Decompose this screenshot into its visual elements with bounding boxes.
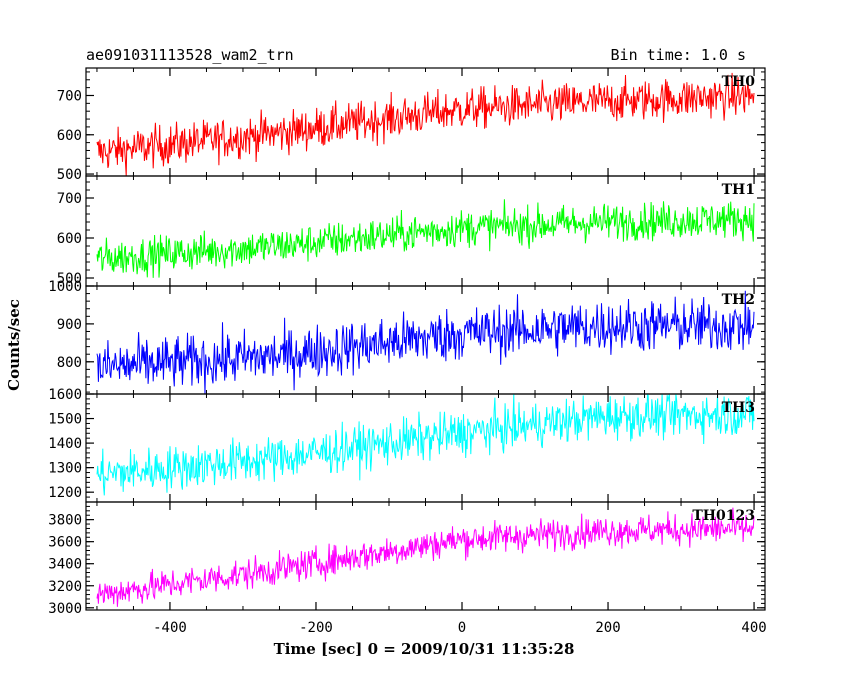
y-tick-label: 500 xyxy=(57,167,82,183)
panel-th2: 800 900 1000 TH2 xyxy=(48,279,766,395)
y-tick-label: 1200 xyxy=(48,485,82,501)
y-tick-label: 600 xyxy=(57,128,82,144)
panel-label-th2: TH2 xyxy=(722,292,755,308)
y-tick-label: 900 xyxy=(57,317,82,333)
panel-th0123: 3000 3200 3400 3600 3800 TH0123 -400 -200 0 200 40… xyxy=(48,501,767,636)
x-axis-label: Time [sec] 0 = 2009/10/31 11:35:28 xyxy=(274,640,575,658)
series-line-th0 xyxy=(96,72,755,177)
bin-time-label: Bin time: 1.0 s xyxy=(611,46,746,64)
x-tick-label: -400 xyxy=(153,620,187,636)
y-tick-label: 1600 xyxy=(48,387,82,403)
panels-group: 500 600 700 TH0 500 600 700 TH1 800 900 1000 TH2 120… xyxy=(48,67,767,636)
panel-frame xyxy=(85,501,766,611)
series-line-th1 xyxy=(96,199,755,278)
panel-label-th0123: TH0123 xyxy=(692,508,755,524)
y-tick-label: 500 xyxy=(57,271,82,287)
panel-frame xyxy=(85,393,766,503)
x-tick-label: 200 xyxy=(595,620,620,636)
panel-label-th0: TH0 xyxy=(722,74,756,90)
y-tick-label: 1400 xyxy=(48,436,82,452)
x-tick-label: 0 xyxy=(458,620,466,636)
y-tick-label: 1300 xyxy=(48,461,82,477)
y-tick-label: 3000 xyxy=(48,601,82,617)
x-tick-label: 400 xyxy=(741,620,766,636)
y-tick-label: 3400 xyxy=(48,557,82,573)
figure-title: ae091031113528_wam2_trn xyxy=(86,46,294,64)
panel-th3: 1200 1300 1400 1500 1600 TH3 xyxy=(48,387,766,503)
series-line-th0123 xyxy=(96,507,755,607)
panel-th1: 500 600 700 TH1 xyxy=(57,175,766,287)
panel-label-th1: TH1 xyxy=(722,182,755,198)
x-tick-label: -200 xyxy=(299,620,333,636)
y-tick-label: 700 xyxy=(57,191,82,207)
y-tick-label: 700 xyxy=(57,88,82,104)
y-tick-label: 3200 xyxy=(48,579,82,595)
y-tick-label: 3600 xyxy=(48,535,82,551)
series-line-th3 xyxy=(96,393,755,496)
series-line-th2 xyxy=(96,290,755,395)
y-tick-label: 800 xyxy=(57,355,82,371)
y-tick-label: 3800 xyxy=(48,513,82,529)
y-tick-label: 1500 xyxy=(48,412,82,428)
y-tick-label: 600 xyxy=(57,231,82,247)
y-tick-label: 1000 xyxy=(48,279,82,295)
panel-th0: 500 600 700 TH0 xyxy=(57,67,766,183)
y-axis-label: Counts/sec xyxy=(5,299,23,391)
panel-label-th3: TH3 xyxy=(722,400,755,416)
